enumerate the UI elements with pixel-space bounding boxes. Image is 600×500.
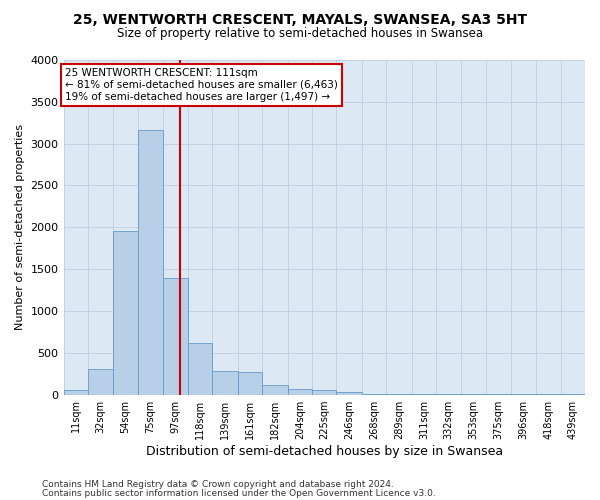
Bar [188, 342, 212, 394]
Text: Contains public sector information licensed under the Open Government Licence v3: Contains public sector information licen… [42, 489, 436, 498]
Text: Size of property relative to semi-detached houses in Swansea: Size of property relative to semi-detach… [117, 28, 483, 40]
Text: 25 WENTWORTH CRESCENT: 111sqm
← 81% of semi-detached houses are smaller (6,463)
: 25 WENTWORTH CRESCENT: 111sqm ← 81% of s… [65, 68, 338, 102]
X-axis label: Distribution of semi-detached houses by size in Swansea: Distribution of semi-detached houses by … [146, 444, 503, 458]
Bar [138, 130, 163, 394]
Bar [88, 370, 113, 394]
Bar [238, 372, 262, 394]
Bar [113, 230, 138, 394]
Bar [287, 389, 312, 394]
Bar [64, 390, 88, 394]
Text: 25, WENTWORTH CRESCENT, MAYALS, SWANSEA, SA3 5HT: 25, WENTWORTH CRESCENT, MAYALS, SWANSEA,… [73, 12, 527, 26]
Text: Contains HM Land Registry data © Crown copyright and database right 2024.: Contains HM Land Registry data © Crown c… [42, 480, 394, 489]
Bar [312, 390, 337, 394]
Bar [212, 371, 238, 394]
Y-axis label: Number of semi-detached properties: Number of semi-detached properties [15, 124, 25, 330]
Bar [337, 392, 362, 394]
Bar [163, 278, 188, 394]
Bar [262, 386, 287, 394]
